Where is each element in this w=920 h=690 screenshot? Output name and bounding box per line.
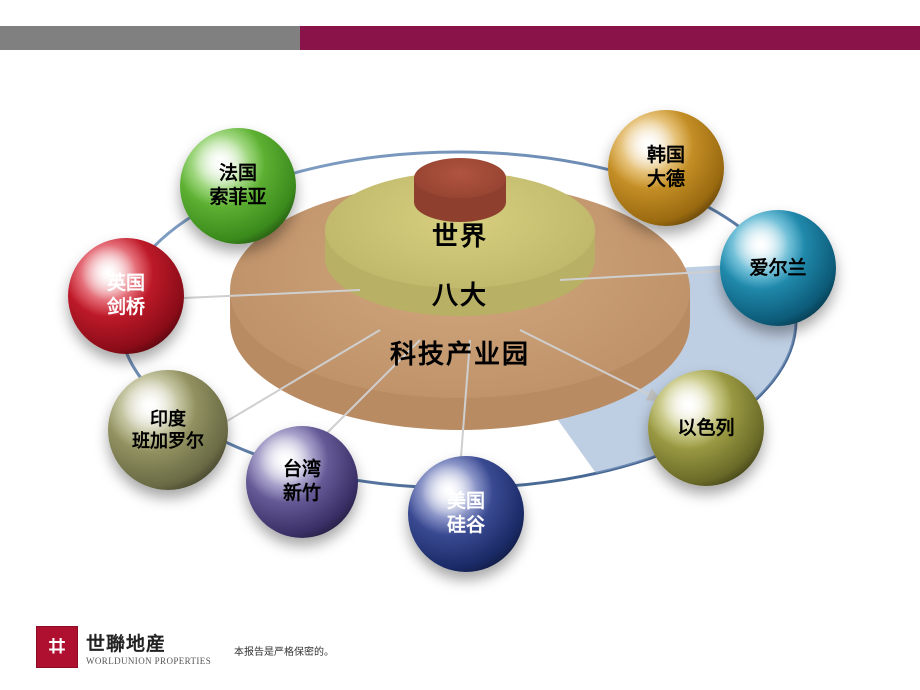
brand-en: WORLDUNION PROPERTIES: [86, 656, 211, 666]
center-title: 世界 八大 科技产业园: [340, 216, 580, 371]
sphere-israel: 以色列: [648, 370, 764, 486]
sphere-uk: 英国剑桥: [68, 238, 184, 354]
center-line1: 世界: [340, 216, 580, 253]
diagram-stage: 世界 八大 科技产业园 法国索菲亚英国剑桥印度班加罗尔台湾新竹美国硅谷 以色列 爱尔…: [0, 0, 920, 690]
brand-cn: 世聯地産: [86, 629, 211, 656]
center-line3: 科技产业园: [340, 334, 580, 371]
sphere-taiwan: 台湾新竹: [246, 426, 358, 538]
center-line2: 八大: [340, 275, 580, 312]
confidential-note: 本报告是严格保密的。: [234, 643, 334, 658]
sphere-france: 法国索菲亚: [180, 128, 296, 244]
logo-mark: ⌗: [36, 626, 78, 668]
sphere-korea: 韩国大德: [608, 110, 724, 226]
sphere-india: 印度班加罗尔: [108, 370, 228, 490]
sphere-usa: 美国硅谷: [408, 456, 524, 572]
sphere-ireland: 爱尔兰: [720, 210, 836, 326]
footer-logo: ⌗ 世聯地産 WORLDUNION PROPERTIES: [36, 626, 211, 668]
